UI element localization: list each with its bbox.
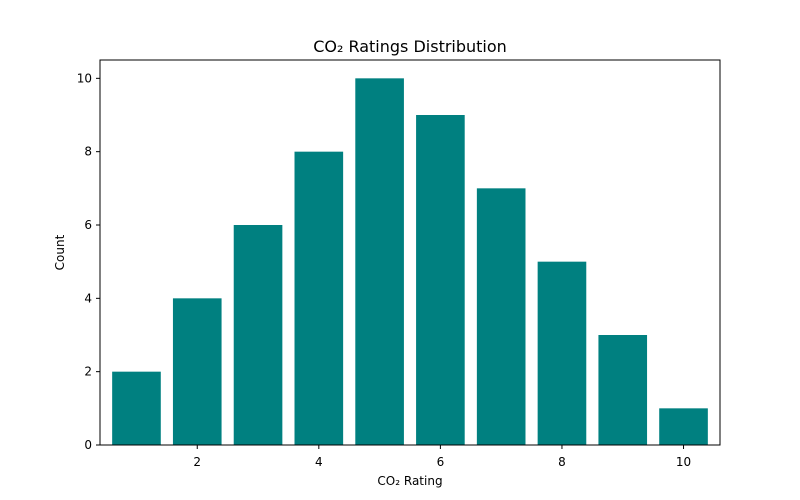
- y-tick-label-6: 6: [84, 218, 92, 232]
- y-axis-ticks: 0 2 4 6 8 10: [77, 71, 100, 452]
- x-tick-label-2: 2: [193, 455, 201, 469]
- x-tick-label-6: 6: [437, 455, 445, 469]
- y-tick-label-8: 8: [84, 145, 92, 159]
- x-tick-label-10: 10: [676, 455, 691, 469]
- bar-rating-6: [416, 115, 465, 445]
- bar-rating-4: [294, 151, 344, 445]
- bar-rating-3: [233, 225, 283, 445]
- bar-rating-5: [355, 78, 404, 445]
- y-axis-label: Count: [53, 234, 67, 270]
- x-axis-label: CO₂ Rating: [377, 474, 442, 488]
- x-tick-label-8: 8: [558, 455, 566, 469]
- bar-rating-8: [537, 261, 587, 445]
- bar-rating-7: [476, 188, 526, 446]
- y-tick-label-4: 4: [84, 291, 92, 305]
- y-tick-label-10: 10: [77, 71, 92, 85]
- bar-rating-10: [659, 408, 708, 445]
- bar-rating-9: [598, 335, 648, 445]
- x-tick-label-4: 4: [315, 455, 323, 469]
- bar-rating-2: [172, 298, 222, 445]
- plot-area: [112, 78, 708, 446]
- bar-rating-1: [112, 371, 161, 445]
- y-tick-label-2: 2: [84, 365, 92, 379]
- plot-frame: [99, 59, 721, 446]
- y-tick-label-0: 0: [84, 438, 92, 452]
- x-axis-ticks: 2 4 6 8 10: [193, 445, 691, 469]
- chart-title: CO₂ Ratings Distribution: [313, 37, 507, 56]
